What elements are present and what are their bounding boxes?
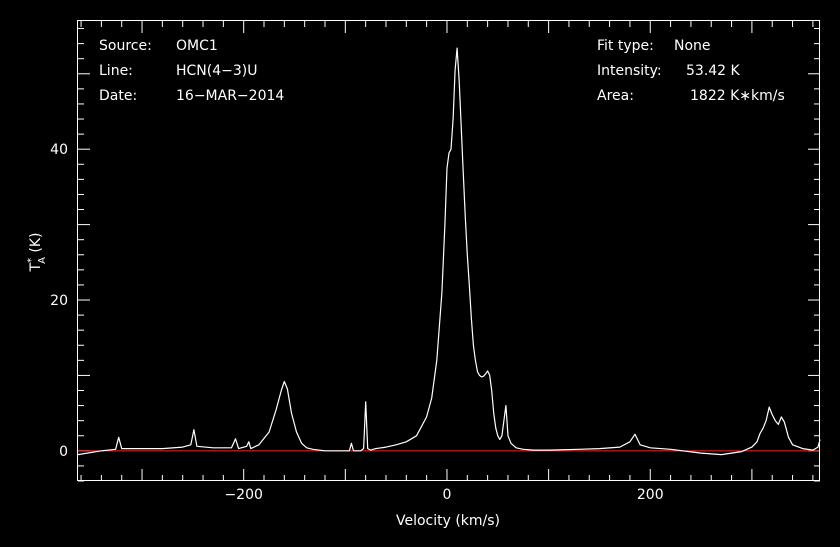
y-axis-label: T*A (K) — [26, 233, 48, 273]
date-label: Date: — [99, 88, 137, 104]
x-tick-label: 0 — [443, 487, 452, 503]
y-tick-label: 40 — [50, 142, 68, 158]
area-value: 1822 K∗km/s — [690, 88, 785, 104]
header-info: Source: OMC1 Line: HCN(4−3)U Date: 16−MA… — [99, 38, 785, 104]
svg-text:T*A (K): T*A (K) — [26, 233, 48, 273]
area-label: Area: — [597, 88, 634, 104]
y-axis-label-main: T — [28, 262, 44, 272]
x-tick-label: −200 — [224, 487, 262, 503]
intensity-label: Intensity: — [597, 63, 662, 79]
plot-frame — [77, 20, 820, 481]
line-value: HCN(4−3)U — [176, 63, 258, 79]
y-tick-label: 20 — [50, 293, 68, 309]
source-value: OMC1 — [176, 38, 218, 54]
x-axis-label: Velocity (km/s) — [396, 513, 500, 529]
fit-type-label: Fit type: — [597, 38, 654, 54]
date-value: 16−MAR−2014 — [176, 88, 284, 104]
x-tick-label: 200 — [637, 487, 664, 503]
fit-type-value: None — [674, 38, 711, 54]
spectrum-series-line — [77, 47, 821, 456]
y-axis-label-sub: A — [37, 257, 48, 264]
line-label: Line: — [99, 63, 133, 79]
axis-tick-labels: −200 0 200 0 20 40 — [50, 142, 663, 503]
y-axis-label-sup: * — [26, 258, 37, 263]
y-tick-label: 0 — [59, 444, 68, 460]
source-label: Source: — [99, 38, 152, 54]
y-axis-label-unit: (K) — [28, 233, 44, 258]
intensity-value: 53.42 K — [686, 63, 741, 79]
